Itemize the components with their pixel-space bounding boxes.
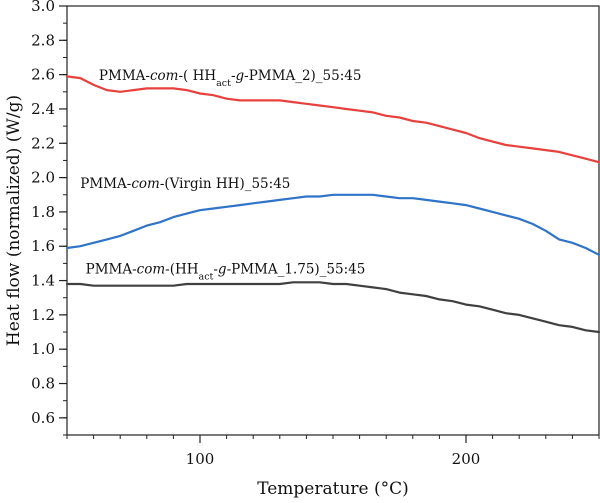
y-tick-label: 1.4: [31, 272, 55, 290]
series-layer: [67, 76, 599, 332]
series-label-part: com: [137, 262, 166, 278]
series-label-part: -( HH: [178, 68, 216, 84]
y-tick-label: 2.6: [31, 66, 55, 84]
series-line-2: [67, 195, 599, 255]
x-axis-title: Temperature (°C): [257, 479, 409, 498]
series-label-part: -PMMA_2)_55:45: [244, 68, 361, 84]
y-tick-label: 2.4: [31, 100, 55, 118]
y-tick-label: 3.0: [31, 0, 55, 15]
series-label-part: -(Virgin HH)_55:45: [160, 176, 291, 192]
series-label-layer: PMMA-com-( HHact-g-PMMA_2)_55:45PMMA-com…: [80, 68, 365, 282]
x-tick-label: 100: [186, 450, 215, 468]
y-tick-label: 2.8: [31, 31, 55, 49]
series-label-part: PMMA-: [80, 176, 131, 192]
y-tick-label: 2.0: [31, 169, 55, 187]
series-label-part: com: [131, 176, 160, 192]
y-tick-label: 1.2: [31, 306, 55, 324]
y-tick-label: 1.0: [31, 340, 55, 358]
series-line-3: [67, 282, 599, 332]
series-label-2: PMMA-com-(Virgin HH)_55:45: [80, 176, 290, 192]
series-label-part: g: [218, 262, 227, 278]
y-tick-label: 0.8: [31, 375, 55, 393]
y-tick-label: 1.6: [31, 237, 55, 255]
series-label-part: PMMA-: [99, 68, 150, 84]
series-label-part: com: [150, 68, 179, 84]
series-label-part: act: [199, 271, 214, 282]
y-tick-label: 0.6: [31, 409, 55, 427]
series-label-part: -PMMA_1.75)_55:45: [227, 262, 366, 278]
series-label-3: PMMA-com-(HHact-g-PMMA_1.75)_55:45: [86, 262, 366, 283]
series-label-part: -(HH: [165, 262, 199, 278]
series-line-1: [67, 76, 599, 162]
y-tick-label: 1.8: [31, 203, 55, 221]
y-axis-title: Heat flow (normalized) (W/g): [4, 95, 24, 346]
series-label-part: PMMA-: [86, 262, 137, 278]
y-tick-label: 2.2: [31, 134, 55, 152]
series-label-part: g: [236, 68, 245, 84]
x-tick-label: 200: [452, 450, 481, 468]
series-label-1: PMMA-com-( HHact-g-PMMA_2)_55:45: [99, 68, 362, 89]
series-label-part: act: [216, 77, 231, 88]
